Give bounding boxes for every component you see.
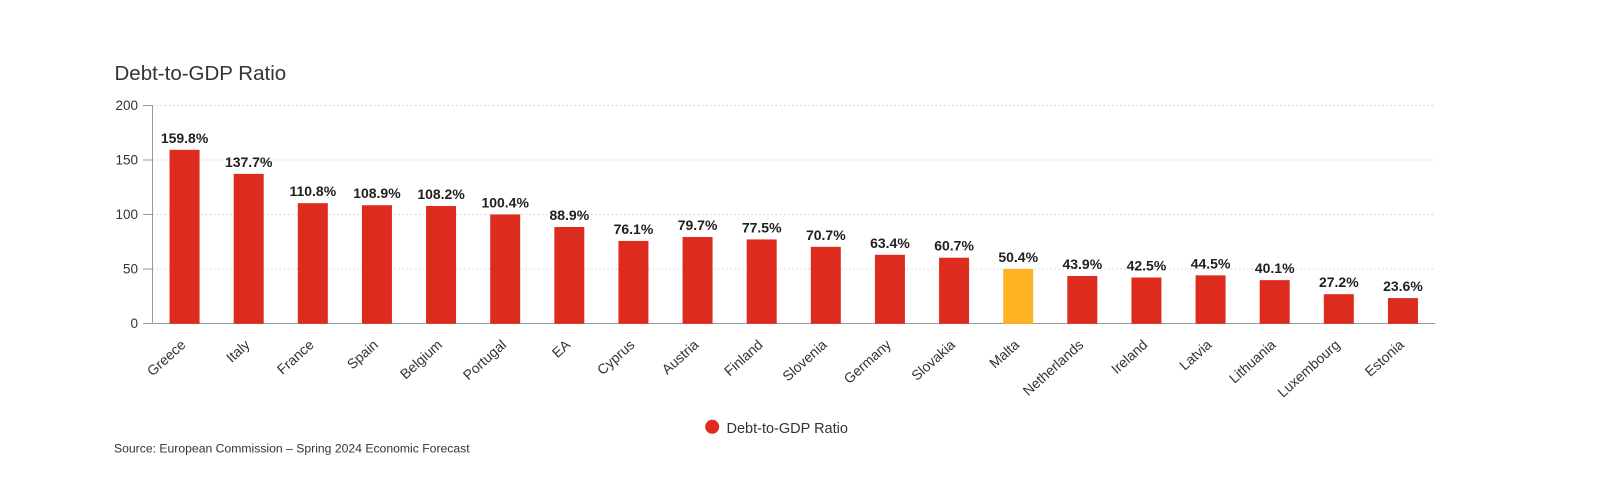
svg-text:70.7%: 70.7%	[806, 227, 846, 243]
svg-text:100: 100	[115, 207, 138, 222]
svg-text:88.9%: 88.9%	[549, 207, 589, 223]
svg-text:50: 50	[123, 262, 138, 277]
svg-text:60.7%: 60.7%	[934, 238, 974, 254]
svg-text:50.4%: 50.4%	[998, 249, 1038, 265]
svg-text:108.2%: 108.2%	[417, 186, 465, 202]
svg-text:63.4%: 63.4%	[870, 235, 910, 251]
svg-text:Debt-to-GDP Ratio: Debt-to-GDP Ratio	[115, 62, 287, 85]
svg-text:0: 0	[130, 316, 138, 331]
svg-text:150: 150	[115, 153, 138, 168]
svg-text:200: 200	[115, 98, 138, 113]
svg-text:77.5%: 77.5%	[742, 219, 782, 235]
svg-text:79.7%: 79.7%	[678, 217, 718, 233]
svg-text:137.7%: 137.7%	[225, 154, 273, 170]
svg-text:40.1%: 40.1%	[1255, 260, 1295, 276]
svg-text:110.8%: 110.8%	[289, 183, 336, 199]
svg-text:Debt-to-GDP Ratio: Debt-to-GDP Ratio	[727, 421, 848, 437]
svg-text:159.8%: 159.8%	[161, 130, 209, 146]
svg-text:23.6%: 23.6%	[1383, 278, 1423, 294]
svg-text:76.1%: 76.1%	[614, 221, 654, 237]
svg-text:27.2%: 27.2%	[1319, 274, 1359, 290]
svg-text:Source: European Commission –: Source: European Commission – Spring 202…	[114, 442, 470, 456]
svg-text:42.5%: 42.5%	[1127, 258, 1167, 274]
svg-text:43.9%: 43.9%	[1062, 256, 1102, 272]
svg-text:100.4%: 100.4%	[481, 194, 529, 210]
svg-text:108.9%: 108.9%	[353, 185, 401, 201]
svg-text:44.5%: 44.5%	[1191, 255, 1231, 271]
